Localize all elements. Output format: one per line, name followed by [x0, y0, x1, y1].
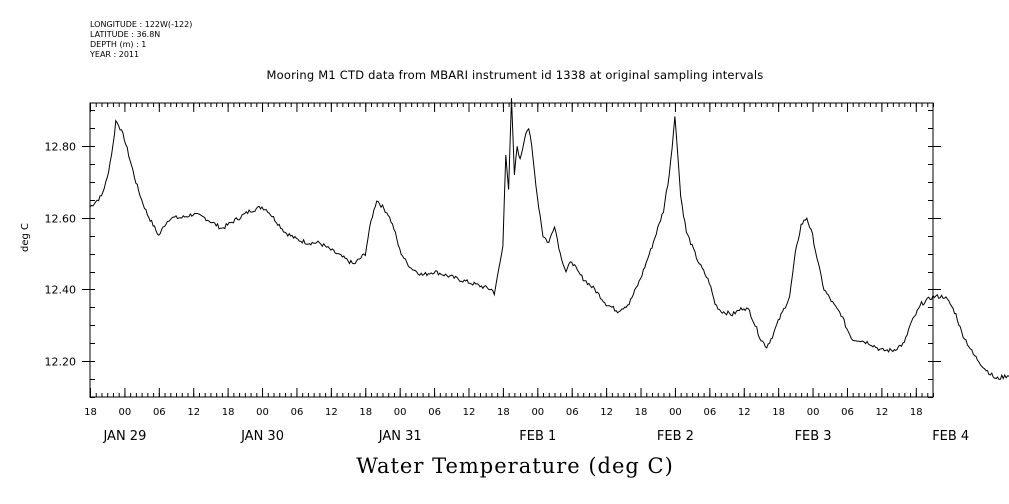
x-day-label: FEB 4 — [932, 429, 969, 444]
x-tick-label: 06 — [703, 407, 716, 418]
x-tick-label: 18 — [497, 407, 510, 418]
year-text: YEAR : 2011 — [90, 50, 140, 59]
x-tick-label: 12 — [463, 407, 476, 418]
metadata-block: LONGITUDE : 122W(-122) LATITUDE : 36.8N … — [90, 20, 192, 60]
x-tick-label: 00 — [531, 407, 544, 418]
chart-title: Mooring M1 CTD data from MBARI instrumen… — [266, 68, 764, 82]
tick-labels: 18 00 06 12 18 00 06 12 18 00 06 12 18 00 06 12 18 00 06 12… — [45, 141, 970, 445]
x-tick-label: 12 — [600, 407, 613, 418]
x-axis-title: Water Temperature (deg C) — [356, 454, 674, 478]
y-tick-label: 12.60 — [45, 213, 77, 226]
x-tick-label: 00 — [807, 407, 820, 418]
x-tick-label: 06 — [428, 407, 441, 418]
longitude-text: LONGITUDE : 122W(-122) — [90, 20, 193, 29]
x-tick-label: 18 — [84, 407, 97, 418]
x-tick-label: 12 — [738, 407, 751, 418]
x-day-label: JAN 31 — [378, 429, 422, 444]
x-tick-label: 00 — [669, 407, 682, 418]
x-tick-label: 12 — [876, 407, 889, 418]
x-day-label: FEB 2 — [657, 429, 694, 444]
x-tick-label: 00 — [256, 407, 269, 418]
x-tick-label: 00 — [394, 407, 407, 418]
x-tick-label: 00 — [119, 407, 132, 418]
x-day-label: JAN 30 — [240, 429, 284, 444]
x-tick-label: 06 — [566, 407, 579, 418]
x-tick-label: 18 — [910, 407, 923, 418]
y-tick-label: 12.80 — [45, 141, 77, 154]
y-axis-label: deg C — [20, 222, 31, 252]
x-tick-label: 18 — [772, 407, 785, 418]
plot-frame — [89, 102, 934, 398]
x-tick-label: 06 — [841, 407, 854, 418]
latitude-text: LATITUDE : 36.8N — [90, 30, 161, 39]
depth-text: DEPTH (m) : 1 — [90, 40, 147, 49]
x-tick-label: 18 — [222, 407, 235, 418]
x-day-label: FEB 3 — [795, 429, 832, 444]
x-day-label: JAN 29 — [102, 429, 146, 444]
x-tick-label: 12 — [187, 407, 200, 418]
y-tick-label: 12.40 — [45, 284, 77, 297]
x-tick-label: 06 — [291, 407, 304, 418]
y-tick-label: 12.20 — [45, 356, 77, 369]
x-day-label: FEB 1 — [519, 429, 556, 444]
series-line — [89, 98, 1009, 380]
x-tick-label: 18 — [359, 407, 372, 418]
x-tick-label: 06 — [153, 407, 166, 418]
x-tick-label: 18 — [635, 407, 648, 418]
tick-marks — [82, 103, 941, 398]
x-tick-label: 12 — [325, 407, 338, 418]
